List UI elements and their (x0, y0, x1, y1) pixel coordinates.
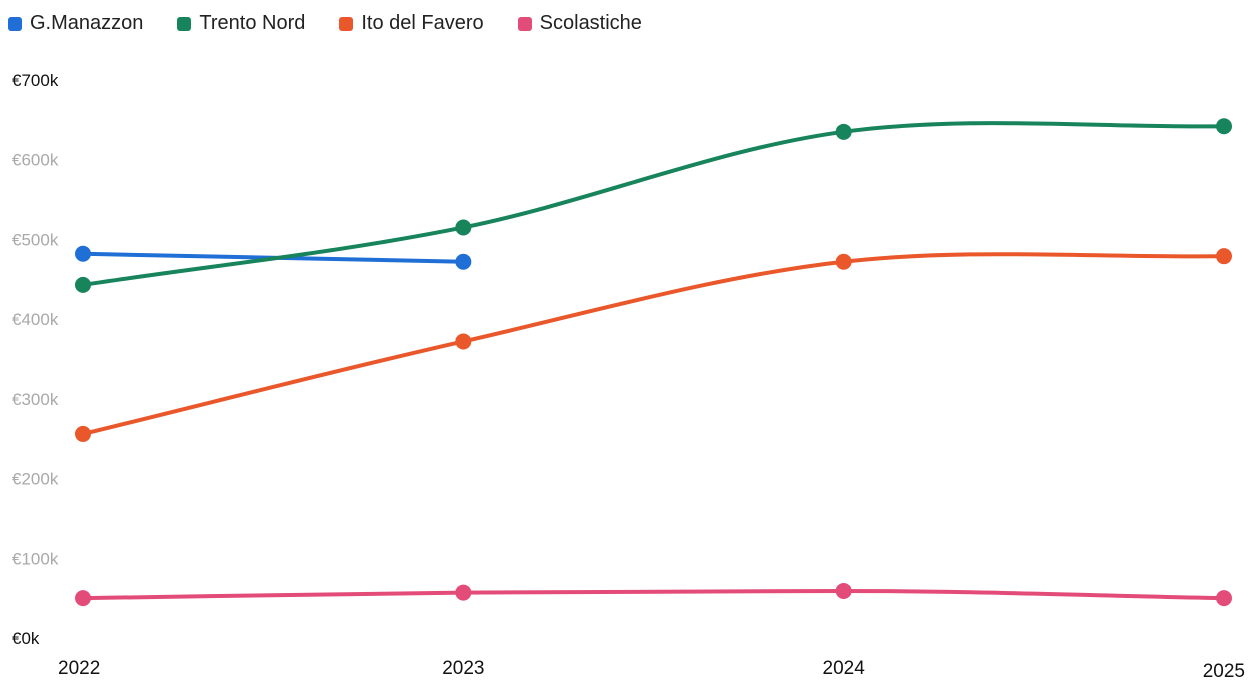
x-tick-label-2022: 2022 (58, 658, 100, 679)
series-layer (75, 118, 1232, 607)
y-tick-label-2: €200k (12, 470, 59, 489)
legend-label-ito-del-favero: Ito del Favero (361, 12, 484, 34)
y-tick-label-4: €400k (12, 310, 59, 329)
series-line-trento-nord (81, 121, 1226, 287)
y-axis: €0k €100k €200k €300k €400k €500k €600k €700k (12, 71, 59, 648)
series-line-ito-del-favero (81, 252, 1226, 436)
legend-item-g-manazzon[interactable]: G.Manazzon (8, 12, 143, 35)
data-point-ito-del-favero-2023[interactable] (455, 333, 472, 350)
series-ito-del-favero (75, 248, 1232, 442)
x-axis: 2022 2023 2024 2025 (58, 658, 1245, 681)
x-tick-label-2025: 2025 (1203, 661, 1245, 681)
legend-label-scolastiche: Scolastiche (539, 12, 642, 34)
y-tick-label-7: €700k (12, 71, 59, 90)
series-scolastiche (75, 582, 1232, 607)
legend-label-g-manazzon: G.Manazzon (30, 12, 144, 34)
legend-item-ito-del-favero[interactable]: Ito del Favero (339, 12, 484, 35)
y-tick-label-0: €0k (12, 629, 40, 648)
data-point-ito-del-favero-2024[interactable] (835, 253, 852, 270)
data-point-scolastiche-2023[interactable] (455, 584, 472, 601)
x-tick-label-2024: 2024 (823, 658, 866, 679)
legend-swatch-ito-del-favero (339, 16, 354, 31)
legend-item-scolastiche[interactable]: Scolastiche (517, 12, 642, 35)
legend-item-trento-nord[interactable]: Trento Nord (177, 12, 305, 35)
data-point-scolastiche-2022[interactable] (75, 590, 91, 607)
data-point-g-manazzon-2023[interactable] (455, 253, 472, 270)
y-tick-label-6: €600k (12, 151, 59, 170)
y-tick-label-3: €300k (12, 390, 59, 409)
data-point-scolastiche-2025[interactable] (1216, 590, 1232, 607)
legend-swatch-g-manazzon (8, 16, 22, 31)
legend-label-trento-nord: Trento Nord (199, 12, 306, 34)
data-point-ito-del-favero-2022[interactable] (75, 425, 91, 442)
data-point-g-manazzon-2022[interactable] (75, 245, 91, 262)
data-point-trento-nord-2022[interactable] (75, 276, 91, 293)
series-line-scolastiche (81, 588, 1226, 601)
data-point-scolastiche-2024[interactable] (835, 582, 852, 599)
y-tick-label-5: €500k (12, 230, 59, 249)
series-trento-nord (75, 118, 1232, 293)
y-tick-label-1: €100k (12, 549, 59, 568)
data-point-trento-nord-2025[interactable] (1216, 118, 1232, 135)
legend-swatch-scolastiche (517, 16, 532, 31)
data-point-ito-del-favero-2025[interactable] (1216, 248, 1232, 265)
data-point-trento-nord-2024[interactable] (835, 123, 852, 140)
data-point-trento-nord-2023[interactable] (455, 219, 472, 236)
legend: G.Manazzon Trento Nord Ito del Favero Sc… (8, 12, 676, 35)
x-tick-label-2023: 2023 (442, 658, 484, 679)
legend-swatch-trento-nord (177, 16, 192, 31)
